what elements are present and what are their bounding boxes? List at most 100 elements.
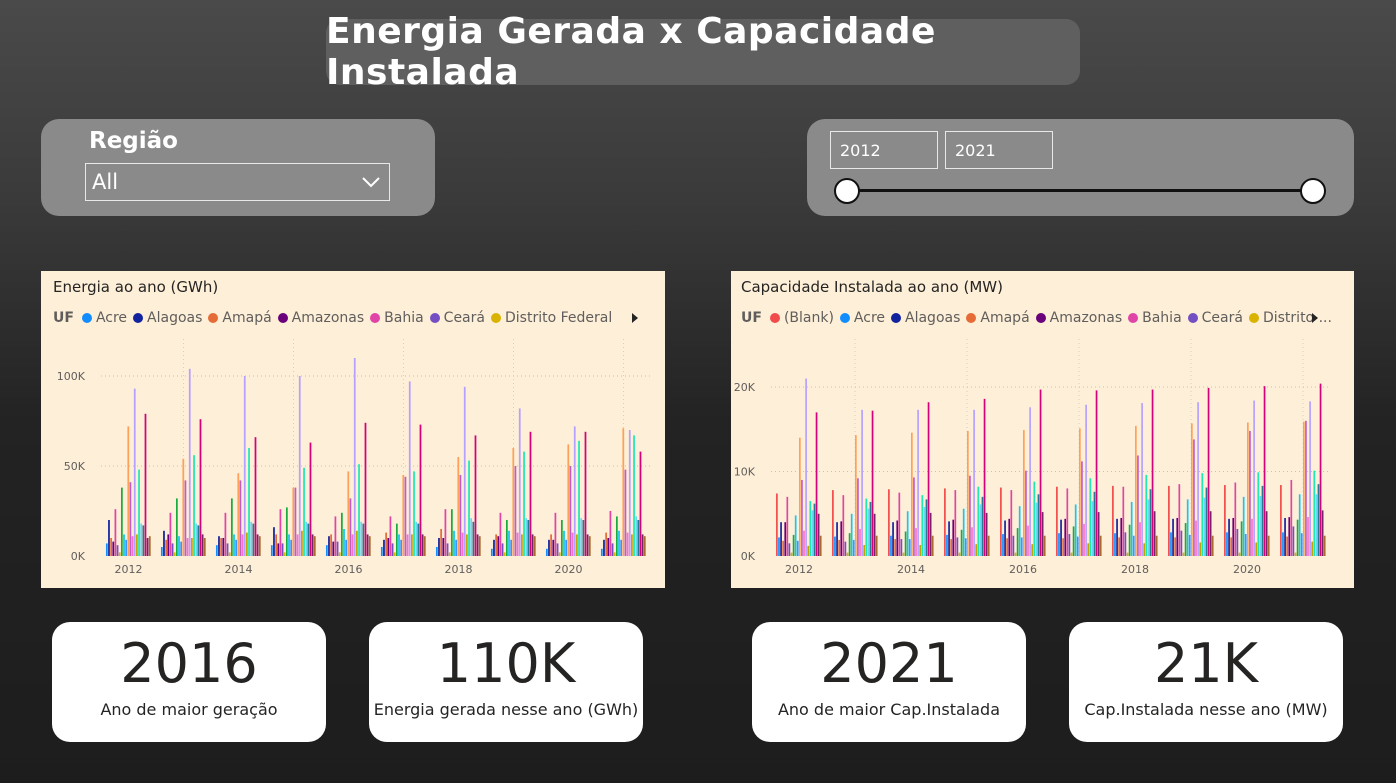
bar[interactable] (946, 534, 948, 556)
bar[interactable] (258, 536, 261, 556)
bar[interactable] (776, 493, 778, 556)
bar[interactable] (923, 507, 926, 556)
bar[interactable] (615, 516, 618, 556)
bar[interactable] (455, 539, 458, 556)
bar[interactable] (792, 534, 795, 556)
bar[interactable] (927, 402, 930, 556)
bar[interactable] (1195, 520, 1197, 556)
bar[interactable] (531, 534, 534, 556)
bar[interactable] (584, 431, 587, 556)
bar[interactable] (915, 528, 917, 556)
bar[interactable] (347, 471, 350, 556)
bar[interactable] (1016, 528, 1019, 556)
bar[interactable] (338, 552, 341, 556)
bar[interactable] (270, 545, 273, 556)
bar[interactable] (138, 469, 140, 556)
bar[interactable] (1031, 544, 1034, 556)
bar[interactable] (1137, 455, 1139, 556)
bar[interactable] (305, 521, 308, 556)
bar[interactable] (778, 537, 780, 556)
bar[interactable] (417, 523, 420, 556)
bar[interactable] (237, 473, 240, 556)
bar[interactable] (1259, 496, 1262, 556)
bar[interactable] (911, 432, 913, 556)
bar[interactable] (336, 541, 339, 556)
bar[interactable] (1282, 532, 1284, 556)
bar[interactable] (404, 476, 407, 556)
bar[interactable] (411, 534, 413, 556)
bar[interactable] (815, 412, 818, 556)
legend-item[interactable]: Bahia (1128, 310, 1182, 326)
bar[interactable] (807, 545, 810, 556)
bar[interactable] (958, 552, 961, 556)
bar[interactable] (1203, 497, 1206, 556)
bar[interactable] (110, 538, 112, 556)
bar[interactable] (123, 534, 125, 556)
bar[interactable] (459, 475, 462, 556)
bar[interactable] (1091, 501, 1094, 556)
bar[interactable] (224, 512, 227, 556)
bar[interactable] (413, 471, 415, 556)
bar[interactable] (1290, 479, 1293, 556)
bar[interactable] (446, 543, 449, 556)
bar[interactable] (1286, 536, 1288, 556)
bar[interactable] (1124, 532, 1127, 556)
bar[interactable] (1178, 484, 1181, 556)
bar[interactable] (1303, 421, 1305, 556)
bar[interactable] (906, 511, 909, 556)
bar[interactable] (563, 530, 565, 556)
bar[interactable] (892, 522, 894, 556)
bar[interactable] (415, 521, 418, 556)
bar[interactable] (508, 530, 510, 556)
bar[interactable] (987, 535, 990, 556)
bar[interactable] (1205, 487, 1208, 556)
bar[interactable] (423, 536, 426, 556)
bar[interactable] (603, 539, 605, 556)
bar[interactable] (285, 507, 288, 556)
bar[interactable] (819, 535, 822, 556)
bar[interactable] (890, 535, 892, 556)
bar[interactable] (1023, 430, 1025, 556)
bar[interactable] (1298, 494, 1301, 556)
bar[interactable] (1300, 533, 1303, 556)
bar[interactable] (406, 534, 409, 556)
bar[interactable] (977, 486, 980, 556)
bar[interactable] (1035, 502, 1038, 556)
bar[interactable] (1010, 490, 1013, 556)
bar[interactable] (799, 437, 801, 556)
bar[interactable] (1172, 518, 1174, 556)
bar[interactable] (1018, 506, 1021, 556)
bar[interactable] (303, 467, 305, 556)
bar[interactable] (643, 536, 646, 556)
bar[interactable] (848, 533, 851, 556)
bar[interactable] (1149, 489, 1152, 556)
bar[interactable] (215, 545, 218, 556)
bar[interactable] (1232, 517, 1235, 556)
bar[interactable] (622, 428, 625, 556)
bar[interactable] (782, 540, 784, 556)
bar[interactable] (956, 537, 959, 556)
bar[interactable] (1139, 522, 1141, 556)
bar[interactable] (114, 509, 117, 556)
bar[interactable] (440, 529, 442, 556)
bar[interactable] (188, 368, 191, 556)
bar[interactable] (332, 541, 335, 556)
bar[interactable] (1068, 534, 1071, 556)
bar[interactable] (493, 539, 495, 556)
bar[interactable] (391, 543, 394, 556)
bar[interactable] (127, 426, 130, 556)
bar[interactable] (1168, 485, 1170, 556)
bar[interactable] (964, 538, 967, 556)
bar[interactable] (501, 543, 504, 556)
bar[interactable] (294, 487, 297, 556)
bar[interactable] (1145, 474, 1148, 556)
bar[interactable] (867, 508, 870, 556)
bar[interactable] (389, 516, 392, 556)
bar[interactable] (1263, 386, 1266, 556)
bar[interactable] (148, 536, 151, 556)
year-start-handle[interactable] (834, 178, 860, 204)
bar[interactable] (1176, 517, 1179, 556)
bar[interactable] (288, 534, 290, 556)
bar[interactable] (944, 488, 946, 556)
bar[interactable] (136, 534, 138, 556)
